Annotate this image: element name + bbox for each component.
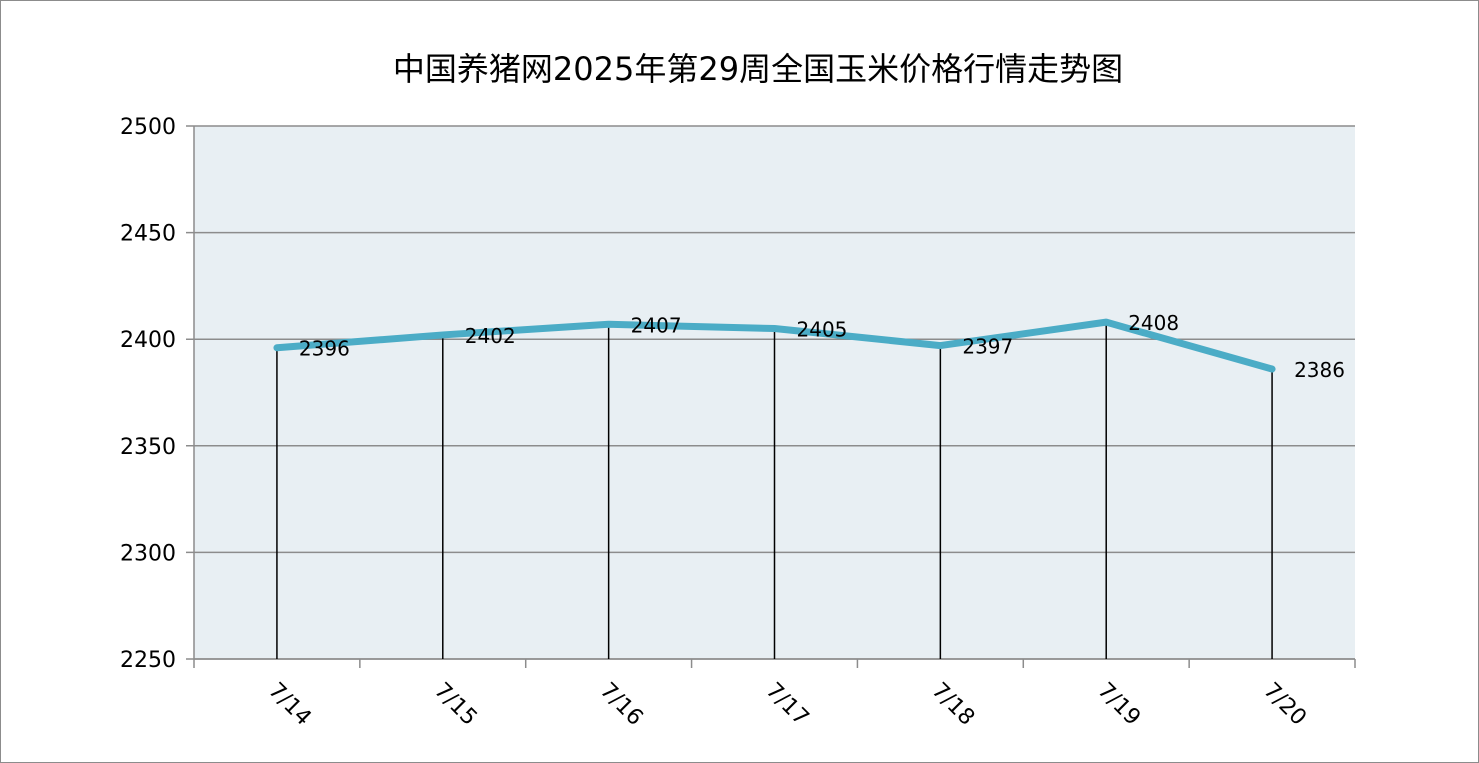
chart-title: 中国养猪网2025年第29周全国玉米价格行情走势图 bbox=[393, 50, 1123, 88]
series-line-group bbox=[273, 318, 1276, 373]
data-label: 2386 bbox=[1294, 358, 1345, 382]
data-label: 2402 bbox=[465, 324, 516, 348]
x-tick-label: 7/18 bbox=[927, 678, 980, 731]
x-tick-label: 7/19 bbox=[1093, 678, 1146, 731]
y-axis: 2250 2300 2350 2400 2450 2500 bbox=[120, 115, 195, 673]
data-labels: 2396 2402 2407 2405 2397 2408 2386 bbox=[299, 311, 1345, 382]
data-label: 2396 bbox=[299, 337, 350, 361]
x-tick-label: 7/17 bbox=[761, 678, 814, 731]
y-tick-label: 2250 bbox=[120, 648, 176, 673]
data-point bbox=[1103, 319, 1109, 325]
y-tick-label: 2300 bbox=[120, 541, 176, 566]
data-point bbox=[440, 332, 446, 338]
data-label: 2405 bbox=[797, 318, 848, 342]
data-point bbox=[937, 343, 943, 349]
data-point bbox=[772, 326, 777, 332]
x-axis: 7/14 7/15 7/16 7/17 7/18 7/19 7/20 bbox=[193, 658, 1356, 731]
x-tick-label: 7/16 bbox=[595, 678, 648, 731]
data-point bbox=[274, 345, 280, 351]
data-point bbox=[1269, 366, 1275, 372]
y-tick-label: 2350 bbox=[120, 435, 176, 460]
x-tick-label: 7/14 bbox=[263, 678, 316, 731]
x-tick-label: 7/20 bbox=[1258, 678, 1311, 731]
data-label: 2407 bbox=[631, 313, 682, 337]
x-tick-label: 7/15 bbox=[429, 678, 482, 731]
y-tick-label: 2400 bbox=[120, 328, 176, 353]
y-tick-label: 2500 bbox=[120, 115, 176, 140]
y-tick-label: 2450 bbox=[120, 222, 176, 247]
data-label: 2397 bbox=[962, 335, 1013, 359]
data-point bbox=[606, 321, 612, 327]
data-label: 2408 bbox=[1128, 311, 1179, 335]
drop-lines bbox=[276, 322, 1273, 659]
